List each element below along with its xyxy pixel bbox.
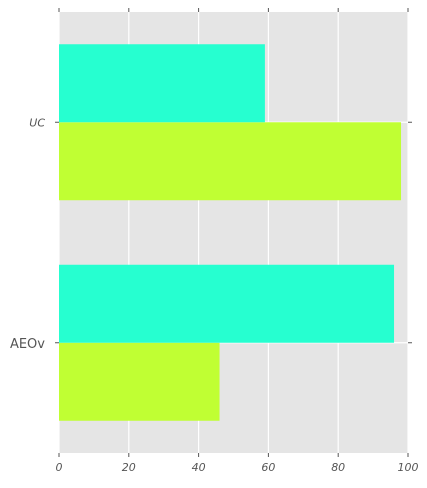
y-tick-label-aeov: AEOv [10,337,45,352]
x-tick-label: 0 [56,461,63,474]
bar-aeov-series-2 [59,264,395,343]
bar-uc-series-2 [59,44,265,123]
y-tick-label-uc: UC [29,116,45,129]
bar-aeov-series-1 [59,342,220,421]
x-tick-label: 60 [261,461,275,474]
x-tick-label: 80 [331,461,345,474]
x-tick-label: 40 [192,461,206,474]
bar-uc-series-1 [59,122,402,201]
ticks [55,8,412,457]
x-tick-label: 100 [398,461,419,474]
bars [59,44,402,421]
tick-labels: 0 20 40 60 80 100 AEOv UC [10,116,419,474]
x-tick-label: 20 [122,461,136,474]
